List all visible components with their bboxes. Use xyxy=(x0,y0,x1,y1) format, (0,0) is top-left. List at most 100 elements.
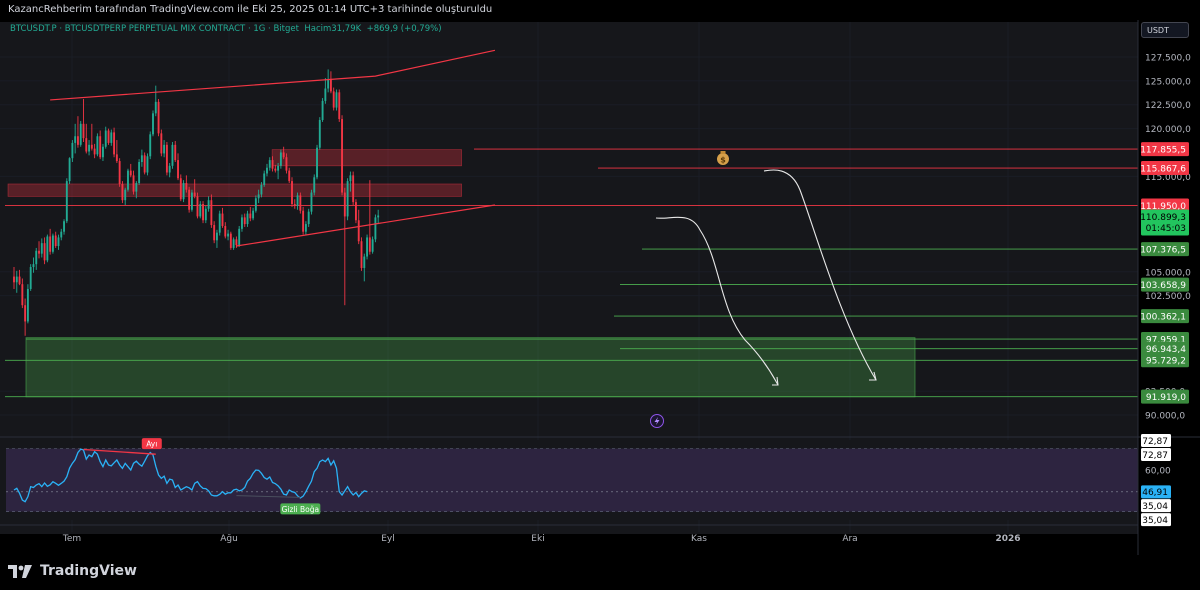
candle-body xyxy=(160,133,163,154)
candle-body xyxy=(90,144,93,149)
time-tick-label: Eyl xyxy=(381,534,395,544)
time-tick-label: Ağu xyxy=(220,534,238,544)
candle-body xyxy=(349,175,352,182)
money-bag-neck xyxy=(720,151,726,154)
rsi-value-badge xyxy=(1141,513,1171,527)
candle-body xyxy=(318,120,321,148)
price-tick-label: 125.000,0 xyxy=(1145,77,1191,87)
candle-body xyxy=(332,91,335,108)
key-level-label: 96.943,4 xyxy=(1146,345,1186,355)
candle-body xyxy=(110,132,113,143)
candle-body xyxy=(129,170,132,176)
price-tick-label: 115.000,0 xyxy=(1145,173,1191,183)
rsi-value-label: 72,87 xyxy=(1142,451,1168,461)
candle-body xyxy=(263,173,266,185)
candle-body xyxy=(377,215,380,218)
key-level-label: 97.959,1 xyxy=(1146,335,1186,345)
tradingview-logo-icon xyxy=(8,565,32,578)
candle-body xyxy=(165,144,168,173)
candle-body xyxy=(121,183,124,201)
candle-body xyxy=(227,233,230,237)
candle-body xyxy=(107,130,110,143)
candle-body xyxy=(252,210,255,219)
projection-path-1 xyxy=(655,216,779,386)
candle-body xyxy=(327,78,330,89)
key-level-label: 91.919,0 xyxy=(1146,393,1186,403)
projection-arrow-2 xyxy=(869,371,877,381)
candle-body xyxy=(15,276,18,283)
key-level-label: 107.376,5 xyxy=(1140,245,1186,255)
candle-body xyxy=(51,235,54,252)
candle-body xyxy=(18,276,21,285)
candle-body xyxy=(321,100,324,121)
candle-body xyxy=(65,181,68,222)
bearish-label: Ayı xyxy=(146,440,157,449)
candle-body xyxy=(316,147,318,178)
candle-body xyxy=(296,195,299,206)
publish-bar: KazancRehberim tarafından TradingView.co… xyxy=(0,0,1200,20)
price-tick-label: 102.500,0 xyxy=(1145,292,1191,302)
candle-body xyxy=(54,235,57,247)
candle-body xyxy=(93,148,96,155)
key-level-label: 103.658,9 xyxy=(1140,281,1186,291)
candle-body xyxy=(132,175,135,192)
projection-path-2 xyxy=(763,169,877,381)
candle-body xyxy=(29,267,32,289)
key-level-label: 95.729,2 xyxy=(1146,357,1186,367)
key-level-badge xyxy=(1141,353,1189,368)
candle-body xyxy=(43,243,46,261)
key-level-badge xyxy=(1141,142,1189,157)
last-price-badge xyxy=(1141,209,1189,236)
candle-body xyxy=(213,225,216,241)
candle-body xyxy=(313,177,316,193)
candle-body xyxy=(154,101,157,114)
candle-body xyxy=(174,144,177,161)
candle-body xyxy=(99,136,102,158)
candle-body xyxy=(221,213,224,226)
rsi-value-badge xyxy=(1141,448,1171,462)
candle-body xyxy=(46,236,49,261)
chart-canvas[interactable]: $ Ayı Gizli Boğa 127.500,0 125.000,0 122.50… xyxy=(0,20,1200,555)
candle-body xyxy=(268,160,271,168)
candle-body xyxy=(157,101,160,134)
candle-body xyxy=(329,78,332,92)
candle-body xyxy=(68,158,71,182)
candle-body xyxy=(324,88,327,101)
volume-label: Hacim xyxy=(304,24,332,34)
rsi-value-label: 35,04 xyxy=(1142,502,1168,512)
price-tick-label: 120.000,0 xyxy=(1145,125,1191,135)
candle-body xyxy=(368,237,371,252)
candle-body xyxy=(57,237,60,247)
money-bag-icon: $ xyxy=(717,151,729,165)
rsi-band xyxy=(6,448,1138,512)
currency-selector-button[interactable]: USDT xyxy=(1141,22,1189,38)
symbol-legend[interactable]: BTCUSDT.P · BTCUSDTPERP PERPETUAL MIX CO… xyxy=(10,24,442,34)
money-bag-body xyxy=(717,153,729,165)
candle-body xyxy=(291,181,293,205)
resistance-zone-1 xyxy=(7,183,462,197)
key-level-badge xyxy=(1141,389,1189,404)
candle-body xyxy=(266,167,268,174)
candle-body xyxy=(63,221,65,232)
rsi-line xyxy=(13,448,368,503)
tradingview-logo[interactable]: TradingView xyxy=(8,560,137,582)
candle-body xyxy=(149,134,152,157)
candle-body xyxy=(152,113,154,135)
candle-body xyxy=(246,213,249,225)
candle-body xyxy=(260,184,263,195)
key-level-badge xyxy=(1141,309,1189,324)
candle-body xyxy=(249,213,252,219)
bullish-label-box xyxy=(280,503,321,515)
time-axis: Tem Ağu Eyl Eki Kas Ara 2026 xyxy=(0,20,1139,555)
candle-body xyxy=(60,231,63,238)
bullish-label: Gizli Boğa xyxy=(282,505,319,514)
candle-body xyxy=(204,208,207,221)
rsi-value-label: 72,87 xyxy=(1142,437,1168,447)
candle-body xyxy=(202,204,204,221)
bearish-label-box xyxy=(141,438,162,450)
candle-body xyxy=(76,136,79,145)
candle-body xyxy=(207,200,210,209)
candle-body xyxy=(374,217,377,240)
candle-body xyxy=(82,123,85,139)
candle-body xyxy=(74,136,77,143)
